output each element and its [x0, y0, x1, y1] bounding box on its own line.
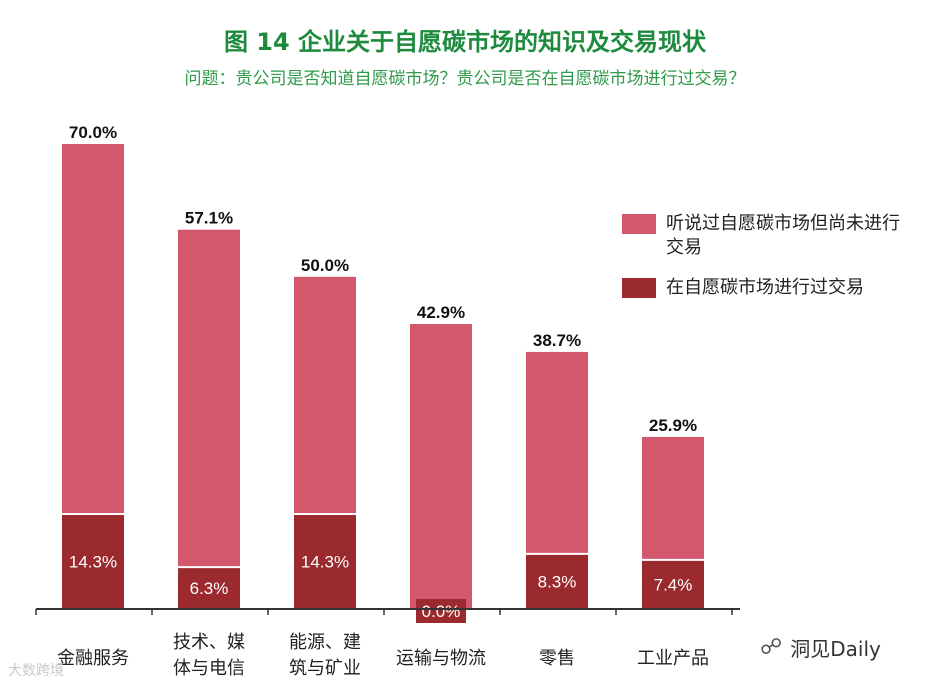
bar-heard-1 — [178, 229, 240, 568]
bar-traded-2 — [294, 514, 356, 609]
traded-value-label-0: 14.3% — [69, 553, 117, 572]
legend: 听说过自愿碳市场但尚未进行交易 在自愿碳市场进行过交易 — [622, 212, 922, 316]
legend-swatch-heard — [622, 214, 656, 234]
total-label-5: 25.9% — [649, 416, 697, 435]
legend-item-heard: 听说过自愿碳市场但尚未进行交易 — [622, 212, 922, 260]
bar-heard-0 — [62, 144, 124, 515]
legend-label-heard: 听说过自愿碳市场但尚未进行交易 — [666, 213, 900, 258]
category-label-4-0: 零售 — [539, 648, 575, 669]
bar-heard-3 — [410, 324, 472, 609]
total-label-1: 57.1% — [185, 209, 233, 228]
bar-traded-0 — [62, 514, 124, 609]
traded-value-label-2: 14.3% — [301, 553, 349, 572]
total-label-0: 70.0% — [69, 123, 117, 142]
total-label-2: 50.0% — [301, 256, 349, 275]
traded-value-label-5: 7.4% — [654, 575, 693, 594]
watermark-right: ☍ 洞见Daily — [760, 633, 881, 662]
category-label-0-0: 金融服务 — [57, 648, 129, 669]
category-label-1-1: 体与电信 — [173, 658, 245, 679]
chart-title: 图 14 企业关于自愿碳市场的知识及交易现状 — [223, 28, 707, 56]
bar-heard-4 — [526, 351, 588, 554]
traded-value-label-4: 8.3% — [538, 572, 577, 591]
total-label-4: 38.7% — [533, 331, 581, 350]
traded-value-label-1: 6.3% — [190, 579, 229, 598]
traded-value-label-3: 0.0% — [422, 602, 461, 621]
chart-subtitle: 问题：贵公司是否知道自愿碳市场？贵公司是否在自愿碳市场进行过交易？ — [184, 69, 746, 89]
bar-traded-4 — [526, 553, 588, 609]
watermark-left: 大数跨境 — [8, 663, 64, 679]
zero-label-box-3 — [416, 599, 466, 623]
watermark-right-text: 洞见Daily — [790, 637, 881, 661]
category-label-2-0: 能源、建 — [289, 632, 361, 653]
bar-heard-2 — [294, 276, 356, 515]
wechat-icon: ☍ — [760, 635, 783, 660]
bar-heard-5 — [642, 436, 704, 560]
category-label-1-0: 技术、媒 — [173, 632, 245, 653]
category-label-2-1: 筑与矿业 — [289, 658, 361, 679]
bar-traded-5 — [642, 559, 704, 609]
total-label-3: 42.9% — [417, 303, 465, 322]
legend-item-traded: 在自愿碳市场进行过交易 — [622, 276, 922, 300]
legend-swatch-traded — [622, 278, 656, 298]
category-label-5-0: 工业产品 — [637, 648, 709, 669]
bar-traded-1 — [178, 567, 240, 609]
category-label-3-0: 运输与物流 — [396, 648, 486, 669]
legend-label-traded: 在自愿碳市场进行过交易 — [666, 277, 864, 298]
